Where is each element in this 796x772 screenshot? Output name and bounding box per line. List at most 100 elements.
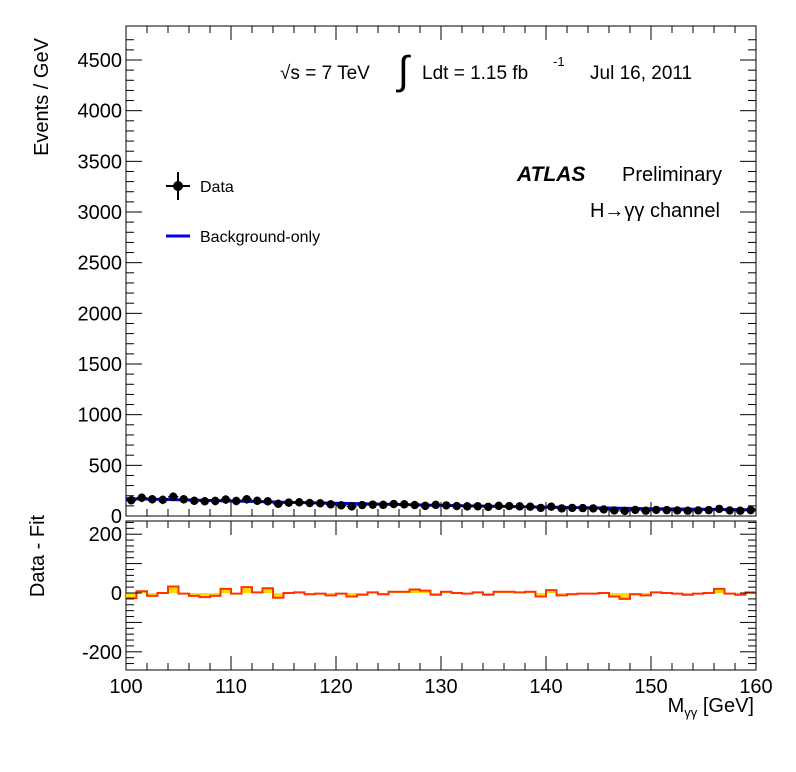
data-point-marker bbox=[421, 501, 430, 511]
data-point bbox=[514, 502, 525, 511]
data-point bbox=[199, 497, 210, 506]
data-point bbox=[430, 500, 441, 510]
data-point bbox=[735, 506, 746, 515]
data-point bbox=[420, 501, 431, 511]
residual-bar bbox=[168, 586, 179, 593]
data-point bbox=[262, 497, 273, 506]
legend-background-label: Background-only bbox=[200, 229, 320, 246]
residual-ticks bbox=[125, 521, 757, 670]
data-point-marker bbox=[547, 502, 556, 511]
luminosity-exponent: -1 bbox=[553, 54, 565, 69]
channel-label: H→γγ channel bbox=[590, 200, 720, 222]
data-point bbox=[126, 496, 137, 505]
data-point bbox=[588, 504, 599, 513]
residual-bar bbox=[535, 593, 546, 597]
status-label: Preliminary bbox=[622, 164, 722, 186]
data-point bbox=[283, 498, 294, 507]
data-point bbox=[294, 498, 305, 507]
residual-y-axis-label: Data - Fit bbox=[27, 514, 49, 597]
data-point bbox=[609, 506, 620, 515]
main-ytick-label: 1500 bbox=[78, 354, 123, 376]
main-y-axis-label: Events / GeV bbox=[31, 37, 53, 155]
data-point-marker bbox=[316, 499, 325, 508]
data-point bbox=[388, 499, 399, 509]
data-point-marker bbox=[127, 496, 136, 505]
residual-bar bbox=[126, 593, 137, 599]
data-point bbox=[556, 504, 567, 513]
data-point-marker bbox=[158, 495, 167, 504]
data-point-marker bbox=[662, 505, 671, 515]
data-point-marker bbox=[536, 503, 545, 513]
data-point bbox=[651, 505, 662, 515]
data-point bbox=[630, 505, 641, 515]
data-point-marker bbox=[200, 497, 209, 506]
data-point bbox=[399, 500, 410, 509]
data-point-marker bbox=[379, 500, 388, 510]
data-point bbox=[273, 499, 284, 509]
data-point bbox=[315, 499, 326, 508]
data-point bbox=[231, 496, 242, 506]
data-point bbox=[598, 505, 609, 514]
data-point-marker bbox=[725, 506, 734, 515]
data-point bbox=[682, 506, 693, 515]
data-point-marker bbox=[715, 504, 724, 514]
data-point bbox=[210, 496, 221, 506]
data-point-marker bbox=[284, 498, 293, 507]
data-point-marker bbox=[736, 506, 745, 515]
data-point-marker bbox=[599, 505, 608, 514]
main-ytick-label: 3500 bbox=[78, 151, 123, 173]
residual-bar bbox=[546, 590, 557, 593]
luminosity-annotation: Ldt = 1.15 fb bbox=[422, 63, 528, 84]
data-point bbox=[157, 495, 168, 505]
data-point bbox=[745, 505, 756, 515]
data-point-marker bbox=[694, 506, 703, 515]
residual-bar bbox=[199, 593, 210, 598]
data-point bbox=[325, 500, 336, 509]
data-point bbox=[409, 500, 420, 510]
residual-bar bbox=[262, 588, 273, 593]
data-point bbox=[451, 501, 462, 511]
data-point bbox=[535, 503, 546, 513]
residual-layer bbox=[126, 585, 756, 600]
main-ytick-label: 3000 bbox=[78, 202, 123, 224]
legend-item-data: Data bbox=[166, 172, 234, 200]
residual-bar bbox=[220, 588, 231, 593]
data-point-marker bbox=[221, 495, 230, 504]
data-point bbox=[220, 495, 231, 504]
data-point-marker bbox=[326, 500, 335, 509]
data-point bbox=[493, 501, 504, 511]
data-point-marker bbox=[137, 493, 146, 502]
data-point-marker bbox=[557, 504, 566, 513]
data-point-marker bbox=[526, 502, 535, 511]
residual-ytick-label: 0 bbox=[111, 583, 122, 605]
x-tick-label: 130 bbox=[424, 676, 457, 698]
data-point-marker bbox=[410, 500, 419, 510]
data-point-marker bbox=[494, 501, 503, 511]
x-axis-label-base: M bbox=[668, 695, 685, 717]
main-ytick-label: 4000 bbox=[78, 101, 123, 123]
residual-ytick-label: -200 bbox=[82, 642, 122, 664]
fit-layer bbox=[125, 497, 757, 512]
data-point bbox=[462, 502, 473, 511]
x-tick-label: 120 bbox=[319, 676, 352, 698]
data-point bbox=[168, 492, 179, 502]
data-point bbox=[525, 502, 536, 511]
data-point-marker bbox=[148, 495, 157, 504]
main-ytick-label: 0 bbox=[111, 506, 122, 528]
residual-bar bbox=[714, 588, 725, 593]
data-point-marker bbox=[400, 500, 409, 509]
residual-bar bbox=[346, 593, 357, 597]
data-point-marker bbox=[295, 498, 304, 507]
residual-bar bbox=[325, 593, 336, 596]
data-point bbox=[483, 502, 494, 512]
data-point-marker bbox=[305, 498, 314, 508]
data-point bbox=[472, 502, 483, 511]
data-point bbox=[346, 502, 357, 511]
data-point bbox=[724, 506, 735, 515]
data-point-marker bbox=[232, 496, 241, 506]
data-point-marker bbox=[263, 497, 272, 506]
residual-bar bbox=[189, 593, 200, 596]
main-ytick-label: 2000 bbox=[78, 303, 123, 325]
x-tick-labels: 100 110 120 130 140 150 160 bbox=[109, 676, 772, 698]
